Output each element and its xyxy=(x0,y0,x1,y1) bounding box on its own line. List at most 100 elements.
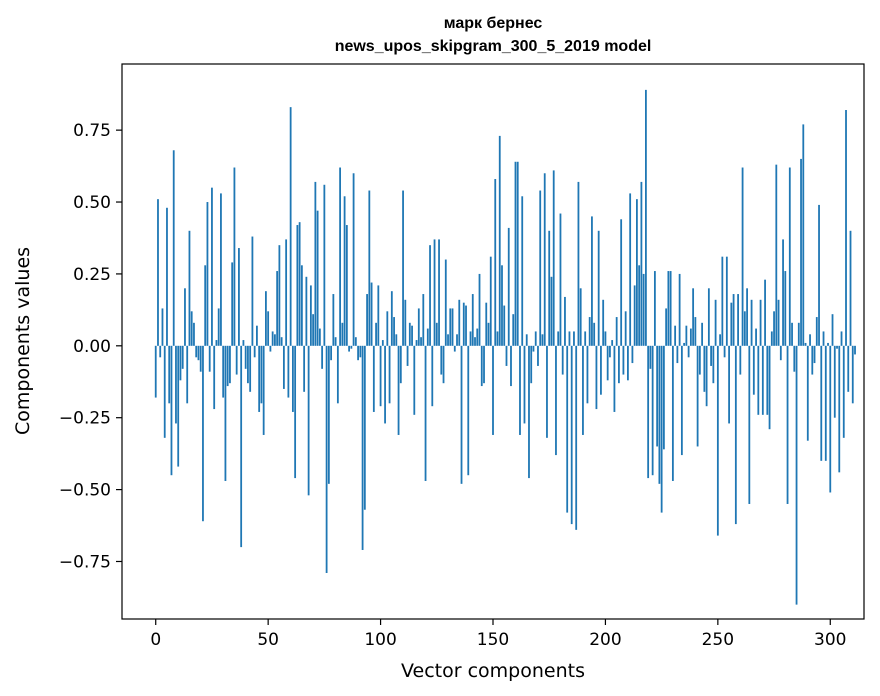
bar-96 xyxy=(370,282,373,346)
bar-189 xyxy=(579,288,582,346)
bar-51 xyxy=(269,345,272,352)
bar-285 xyxy=(795,345,798,605)
bar-15 xyxy=(188,230,191,346)
bar-83 xyxy=(341,322,344,346)
bar-52 xyxy=(271,331,274,346)
bar-22 xyxy=(204,265,207,346)
bar-216 xyxy=(640,181,643,346)
bar-63 xyxy=(296,225,299,346)
bar-281 xyxy=(786,345,789,504)
bar-164 xyxy=(523,345,526,424)
bar-156 xyxy=(505,345,508,366)
bar-232 xyxy=(676,345,679,364)
bar-45 xyxy=(256,325,258,346)
bar-23 xyxy=(206,202,209,346)
bar-145 xyxy=(480,345,483,387)
bar-37 xyxy=(238,248,240,346)
bar-123 xyxy=(431,345,434,407)
bar-105 xyxy=(390,291,393,346)
bar-252 xyxy=(721,256,724,346)
bar-135 xyxy=(458,299,461,346)
bar-240 xyxy=(694,317,697,346)
bar-43 xyxy=(251,236,254,346)
bar-272 xyxy=(766,345,769,415)
bar-46 xyxy=(258,345,261,412)
bar-283 xyxy=(791,322,793,346)
bar-1 xyxy=(157,199,159,346)
bar-227 xyxy=(665,308,668,346)
bar-121 xyxy=(426,328,429,346)
x-tick-label: 100 xyxy=(364,630,396,650)
bar-109 xyxy=(399,345,402,384)
bar-129 xyxy=(444,259,447,346)
bar-42 xyxy=(249,345,252,392)
bar-110 xyxy=(402,190,404,346)
bar-141 xyxy=(471,294,474,346)
bar-12 xyxy=(181,345,184,369)
bar-231 xyxy=(674,325,677,346)
bar-205 xyxy=(615,317,618,346)
bar-168 xyxy=(532,345,535,352)
bar-35 xyxy=(233,167,236,346)
bar-143 xyxy=(476,328,479,346)
bar-66 xyxy=(303,345,306,392)
bar-294 xyxy=(815,317,818,346)
chart-title: марк бернес xyxy=(444,15,543,32)
bar-250 xyxy=(716,345,719,536)
bar-306 xyxy=(842,345,845,438)
bar-174 xyxy=(546,345,548,438)
bar-98 xyxy=(375,322,377,346)
bar-196 xyxy=(595,345,598,410)
bar-230 xyxy=(671,345,674,481)
bar-170 xyxy=(537,345,539,366)
bar-201 xyxy=(606,345,609,381)
bar-228 xyxy=(667,271,670,346)
bar-187 xyxy=(575,345,578,530)
bar-284 xyxy=(793,345,796,372)
bar-257 xyxy=(732,294,735,346)
bar-17 xyxy=(193,322,195,346)
bar-266 xyxy=(752,345,755,395)
bar-92 xyxy=(361,345,364,550)
bar-215 xyxy=(638,265,641,346)
bar-155 xyxy=(503,305,506,346)
bar-248 xyxy=(712,345,715,384)
bar-21 xyxy=(202,345,204,522)
bar-214 xyxy=(636,199,638,346)
bar-128 xyxy=(442,345,445,384)
bar-172 xyxy=(541,334,544,346)
bar-40 xyxy=(244,345,247,369)
bar-131 xyxy=(449,308,452,346)
bar-65 xyxy=(300,265,303,346)
bar-199 xyxy=(602,299,605,346)
bar-167 xyxy=(530,345,533,384)
bar-81 xyxy=(336,345,339,404)
bar-68 xyxy=(307,345,310,496)
bar-193 xyxy=(588,317,591,346)
bar-238 xyxy=(689,328,692,346)
bar-88 xyxy=(352,173,355,346)
bar-74 xyxy=(321,345,324,369)
bar-78 xyxy=(330,345,333,361)
bar-271 xyxy=(764,279,766,346)
bar-291 xyxy=(809,334,811,346)
bar-85 xyxy=(345,225,348,346)
bar-165 xyxy=(525,334,528,346)
bar-89 xyxy=(354,337,357,346)
bar-206 xyxy=(618,345,620,384)
bar-31 xyxy=(224,345,227,481)
bar-188 xyxy=(577,181,580,346)
bar-101 xyxy=(381,340,384,346)
bar-111 xyxy=(404,299,407,346)
bar-184 xyxy=(568,331,571,346)
bar-282 xyxy=(788,167,791,346)
bar-2 xyxy=(159,345,162,358)
bar-259 xyxy=(737,294,739,346)
y-tick-label: 0.25 xyxy=(73,265,111,285)
bar-217 xyxy=(642,273,645,346)
bar-163 xyxy=(521,196,524,346)
bar-194 xyxy=(591,216,593,346)
bar-261 xyxy=(741,167,744,346)
bar-166 xyxy=(528,345,530,479)
